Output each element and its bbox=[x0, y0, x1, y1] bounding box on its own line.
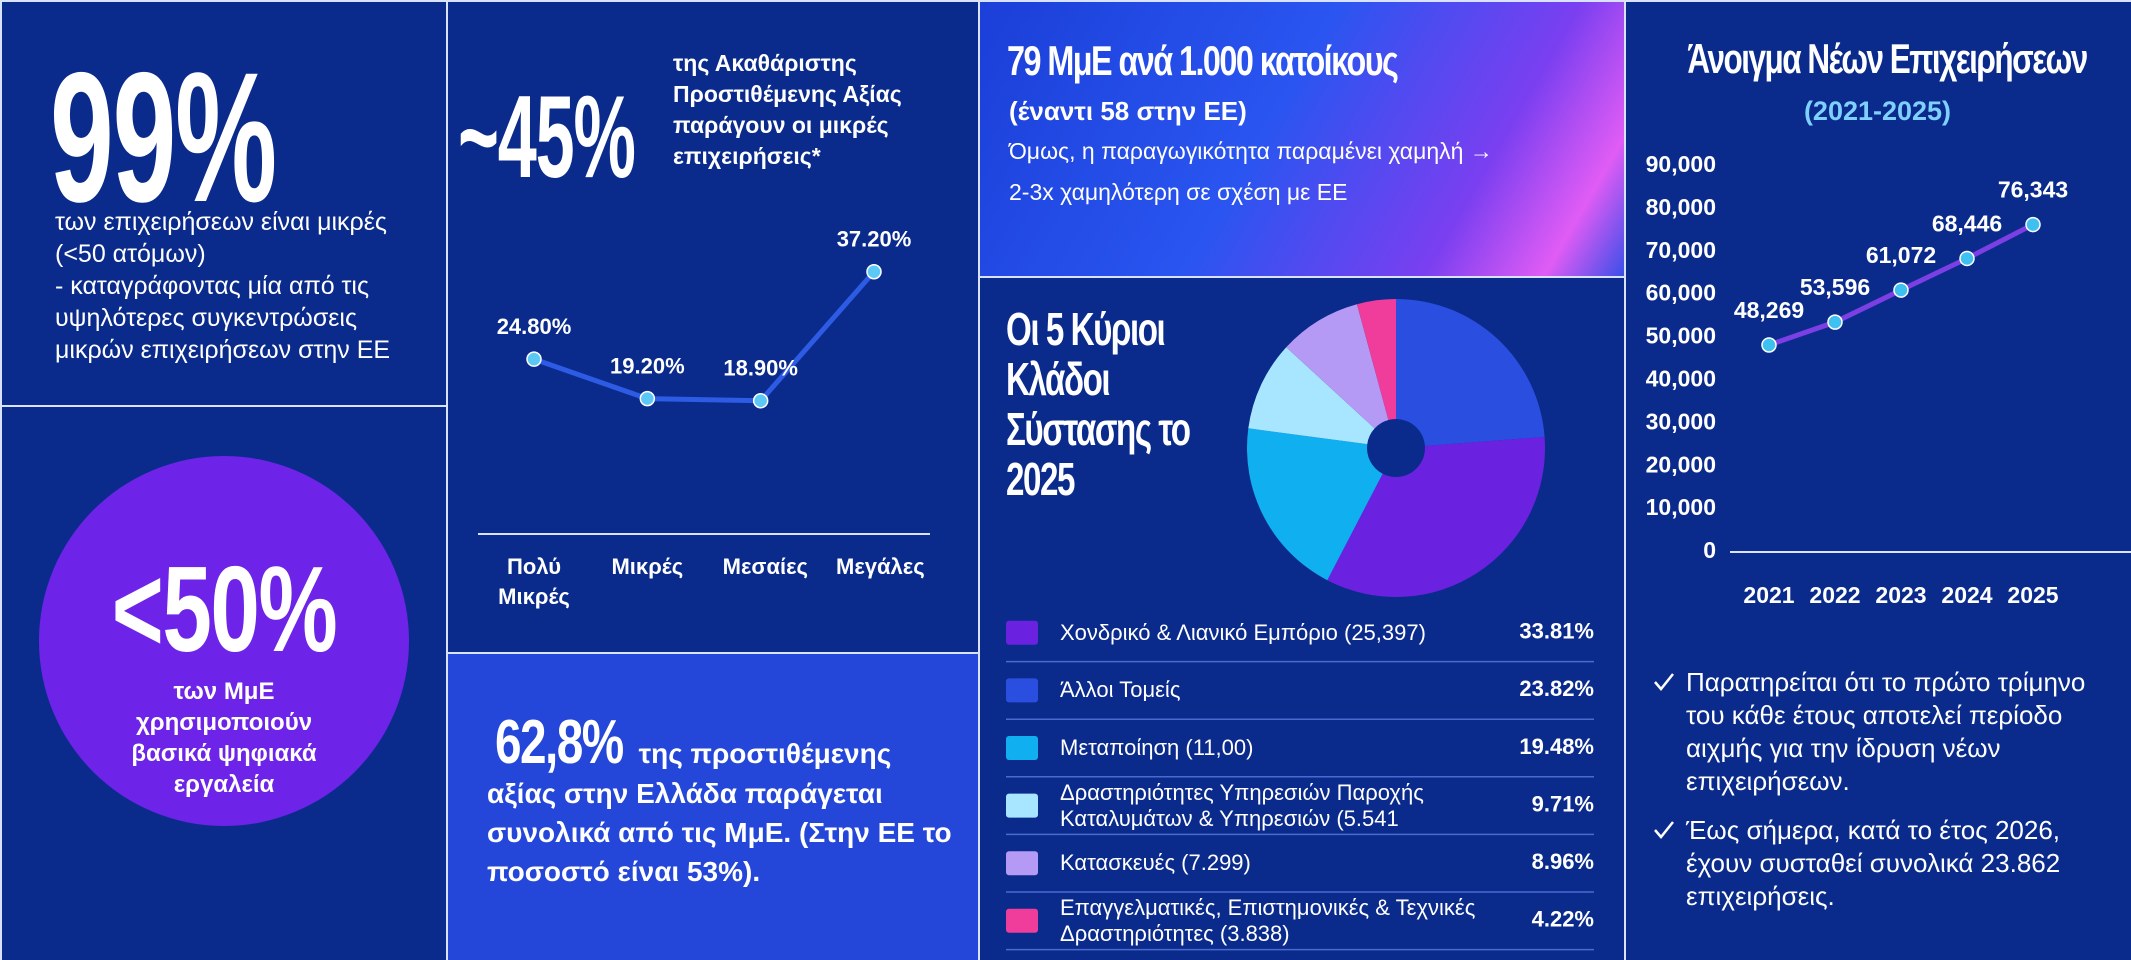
value-label: 48,269 bbox=[1734, 297, 1804, 323]
y-tick-label: 70,000 bbox=[1646, 237, 1716, 263]
value-label: 23.82% bbox=[1519, 676, 1594, 701]
point bbox=[1828, 315, 1842, 329]
y-tick-label: 0 bbox=[1703, 537, 1716, 563]
point bbox=[754, 394, 768, 408]
legend-label: Μεταποίηση (11,00) bbox=[1060, 719, 1480, 777]
point bbox=[1894, 283, 1908, 297]
legend-label: Δραστηριότητες Υπηρεσιών Παροχής Καταλυμ… bbox=[1060, 777, 1480, 835]
x-tick-label: Μεγάλες bbox=[814, 552, 934, 582]
y-tick-label: 60,000 bbox=[1646, 280, 1716, 306]
value-label: 9.71% bbox=[1532, 791, 1594, 816]
value-label: 68,446 bbox=[1932, 211, 2002, 237]
value-label: 19.48% bbox=[1519, 734, 1594, 759]
value-label: 24.80% bbox=[497, 314, 572, 339]
y-tick-label: 20,000 bbox=[1646, 451, 1716, 477]
value-label: 33.81% bbox=[1519, 619, 1594, 644]
y-tick-label: 40,000 bbox=[1646, 366, 1716, 392]
y-tick-label: 80,000 bbox=[1646, 194, 1716, 220]
x-tick-label: 2025 bbox=[1973, 580, 2093, 610]
value-label: 4.22% bbox=[1532, 907, 1594, 932]
value-label: 8.96% bbox=[1532, 849, 1594, 874]
legend-swatch bbox=[1006, 621, 1038, 645]
point bbox=[2026, 218, 2040, 232]
x-tick-label: Μικρές bbox=[587, 552, 707, 582]
y-tick-label: 10,000 bbox=[1646, 494, 1716, 520]
legend-swatch bbox=[1006, 909, 1038, 933]
value-label: 53,596 bbox=[1800, 274, 1870, 300]
x-tick-label: Πολύ Μικρές bbox=[474, 552, 594, 612]
x-tick-label: Μεσαίες bbox=[701, 552, 821, 582]
value-label: 76,343 bbox=[1998, 177, 2068, 203]
pie-slice bbox=[1396, 299, 1545, 446]
y-tick-label: 50,000 bbox=[1646, 323, 1716, 349]
legend-swatch bbox=[1006, 736, 1038, 760]
line bbox=[534, 272, 874, 401]
value-label: 61,072 bbox=[1866, 242, 1936, 268]
value-label: 37.20% bbox=[837, 227, 912, 252]
value-label: 18.90% bbox=[723, 356, 798, 381]
legend-label: Κατασκευές (7.299) bbox=[1060, 834, 1480, 892]
y-tick-label: 30,000 bbox=[1646, 408, 1716, 434]
point bbox=[1960, 251, 1974, 265]
point bbox=[527, 352, 541, 366]
legend-swatch bbox=[1006, 794, 1038, 818]
value-label: 19.20% bbox=[610, 353, 685, 378]
y-tick-label: 90,000 bbox=[1646, 151, 1716, 177]
body: 99% των επιχειρήσεων είναι μικρές (<50 α… bbox=[0, 0, 2131, 960]
page: ΜμΕ Infographic { "small_share": {"figur… bbox=[0, 0, 2131, 960]
point bbox=[640, 392, 654, 406]
legend-swatch bbox=[1006, 678, 1038, 702]
legend-label: Άλλοι Τομείς bbox=[1060, 662, 1480, 720]
legend-label: Επαγγελματικές, Επιστημονικές & Τεχνικές… bbox=[1060, 892, 1480, 950]
point bbox=[867, 265, 881, 279]
legend-label: Χονδρικό & Λιανικό Εμπόριο (25,397) bbox=[1060, 604, 1480, 662]
point bbox=[1762, 338, 1776, 352]
infographic: 99% των επιχειρήσεων είναι μικρές (<50 α… bbox=[0, 0, 2131, 960]
legend-swatch bbox=[1006, 851, 1038, 875]
